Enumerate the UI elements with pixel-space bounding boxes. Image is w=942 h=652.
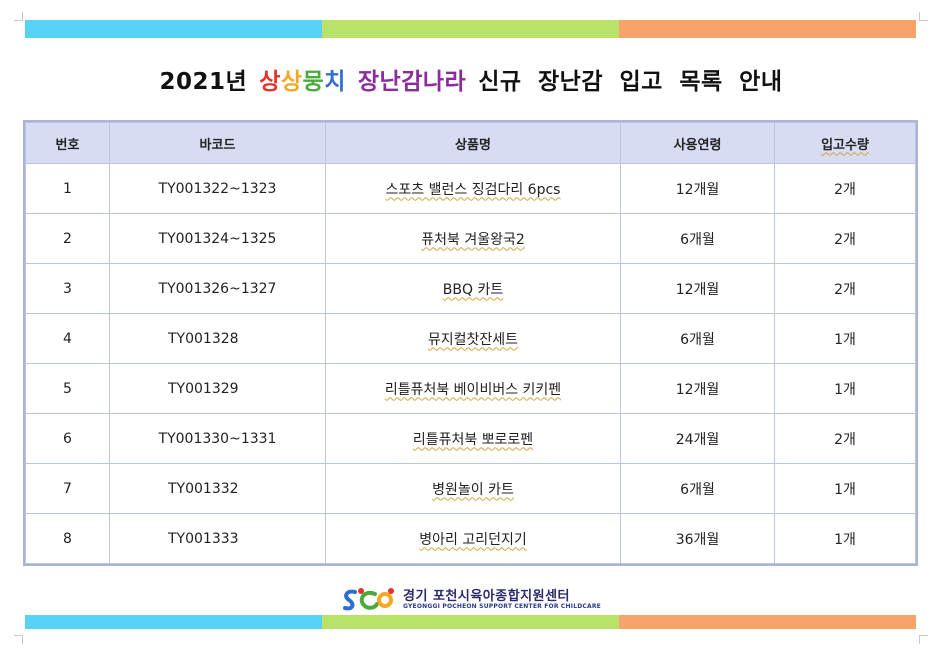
- product-name-text: 퓨처북 겨울왕국2: [421, 231, 525, 248]
- header-quantity: 입고수량: [774, 122, 916, 164]
- table-row: 8 TY001333 병아리 고리던지기 36개월 1개: [25, 513, 916, 564]
- footer-org-name: 경기 포천시육아종합지원센터: [403, 589, 571, 605]
- table-row: 1 TY001322~1323 스포츠 밸런스 징검다리 6pcs 12개월 2개: [25, 163, 916, 214]
- title-brand-char: 치: [324, 69, 346, 95]
- crop-mark-top-left: [14, 12, 23, 21]
- cell-number: 2: [25, 213, 110, 264]
- top-color-stripe: [25, 20, 916, 38]
- cell-quantity: 1개: [774, 313, 916, 364]
- table-header-row: 번호 바코드 상품명 사용연령 입고수량: [25, 122, 916, 164]
- cell-product-name: BBQ 카트: [325, 263, 621, 314]
- cell-barcode: TY001333: [109, 513, 326, 564]
- header-number: 번호: [25, 122, 110, 164]
- table-row: 3 TY001326~1327 BBQ 카트 12개월 2개: [25, 263, 916, 314]
- title-year: 2021년: [159, 69, 248, 95]
- product-name-text: 병아리 고리던지기: [419, 531, 527, 548]
- cell-number: 7: [25, 463, 110, 514]
- stripe-segment: [619, 615, 916, 629]
- cell-number: 5: [25, 363, 110, 414]
- table-row: 2 TY001324~1325 퓨처북 겨울왕국2 6개월 2개: [25, 213, 916, 264]
- cell-product-name: 병원놀이 카트: [325, 463, 621, 514]
- title-brand: 상상뭉치: [259, 69, 346, 95]
- cell-age: 24개월: [620, 413, 775, 464]
- cell-product-name: 스포츠 밸런스 징검다리 6pcs: [325, 163, 621, 214]
- cell-number: 4: [25, 313, 110, 364]
- page-title: 2021년 상상뭉치 장난감나라 신규 장난감 입고 목록 안내: [0, 62, 942, 96]
- stripe-segment: [322, 20, 619, 38]
- header-quantity-label: 입고수량: [821, 137, 869, 153]
- product-name-text: 뮤지컬찻잔세트: [427, 331, 519, 348]
- cell-product-name: 리틀퓨처북 베이비버스 키키펜: [325, 363, 621, 414]
- cell-barcode: TY001322~1323: [109, 163, 326, 214]
- cell-barcode: TY001329: [109, 363, 326, 414]
- cell-quantity: 1개: [774, 513, 916, 564]
- table-row: 5 TY001329 리틀퓨처북 베이비버스 키키펜 12개월 1개: [25, 363, 916, 414]
- title-brand-char: 뭉: [302, 69, 325, 95]
- title-brand-2: 장난감나라: [357, 69, 467, 95]
- title-brand-char: 상: [259, 69, 281, 95]
- cell-age: 12개월: [620, 363, 775, 414]
- product-name-text: 병원놀이 카트: [432, 481, 514, 498]
- cell-product-name: 퓨처북 겨울왕국2: [325, 213, 621, 264]
- stripe-segment: [25, 615, 322, 629]
- cell-age: 36개월: [620, 513, 775, 564]
- product-name-text: 리틀퓨처북 뽀로로펜: [412, 431, 534, 448]
- cell-quantity: 2개: [774, 263, 916, 314]
- crop-mark-bottom-right: [919, 635, 928, 644]
- cell-barcode: TY001326~1327: [109, 263, 326, 314]
- cell-product-name: 병아리 고리던지기: [325, 513, 621, 564]
- cell-age: 12개월: [620, 263, 775, 314]
- cell-barcode: TY001328: [109, 313, 326, 364]
- cell-quantity: 1개: [774, 363, 916, 414]
- crop-mark-top-right: [919, 12, 928, 21]
- header-barcode: 바코드: [109, 122, 326, 164]
- cell-product-name: 뮤지컬찻잔세트: [325, 313, 621, 364]
- cell-age: 6개월: [620, 213, 775, 264]
- cell-quantity: 1개: [774, 463, 916, 514]
- table-row: 4 TY001328 뮤지컬찻잔세트 6개월 1개: [25, 313, 916, 364]
- table-row: 7 TY001332 병원놀이 카트 6개월 1개: [25, 463, 916, 514]
- footer: 경기 포천시육아종합지원센터 GYEONGGI POCHEON SUPPORT …: [0, 586, 942, 614]
- cell-number: 1: [25, 163, 110, 214]
- cell-number: 3: [25, 263, 110, 314]
- header-age: 사용연령: [620, 122, 775, 164]
- footer-org-english: GYEONGGI POCHEON SUPPORT CENTER FOR CHIL…: [403, 602, 601, 610]
- product-name-text: 스포츠 밸런스 징검다리 6pcs: [385, 181, 561, 198]
- cell-age: 12개월: [620, 163, 775, 214]
- stripe-segment: [619, 20, 916, 38]
- cell-age: 6개월: [620, 313, 775, 364]
- product-name-text: 리틀퓨처북 베이비버스 키키펜: [384, 381, 562, 398]
- cell-quantity: 2개: [774, 163, 916, 214]
- title-brand-char: 상: [280, 69, 303, 95]
- cell-product-name: 리틀퓨처북 뽀로로펜: [325, 413, 621, 464]
- cell-barcode: TY001330~1331: [109, 413, 326, 464]
- cell-number: 6: [25, 413, 110, 464]
- cell-quantity: 2개: [774, 413, 916, 464]
- bottom-color-stripe: [25, 615, 916, 629]
- header-product-name: 상품명: [325, 122, 621, 164]
- cell-number: 8: [25, 513, 110, 564]
- cell-barcode: TY001324~1325: [109, 213, 326, 264]
- cell-age: 6개월: [620, 463, 775, 514]
- scc-logo-icon: [343, 588, 395, 611]
- cell-barcode: TY001332: [109, 463, 326, 514]
- stripe-segment: [25, 20, 322, 38]
- stripe-segment: [322, 615, 619, 629]
- title-suffix: 신규 장난감 입고 목록 안내: [478, 69, 783, 95]
- toy-list-table: 번호 바코드 상품명 사용연령 입고수량 1 TY001322~1323 스포츠 밸…: [23, 120, 918, 566]
- table-row: 6 TY001330~1331 리틀퓨처북 뽀로로펜 24개월 2개: [25, 413, 916, 464]
- crop-mark-bottom-left: [14, 635, 23, 644]
- product-name-text: BBQ 카트: [442, 281, 504, 298]
- cell-quantity: 2개: [774, 213, 916, 264]
